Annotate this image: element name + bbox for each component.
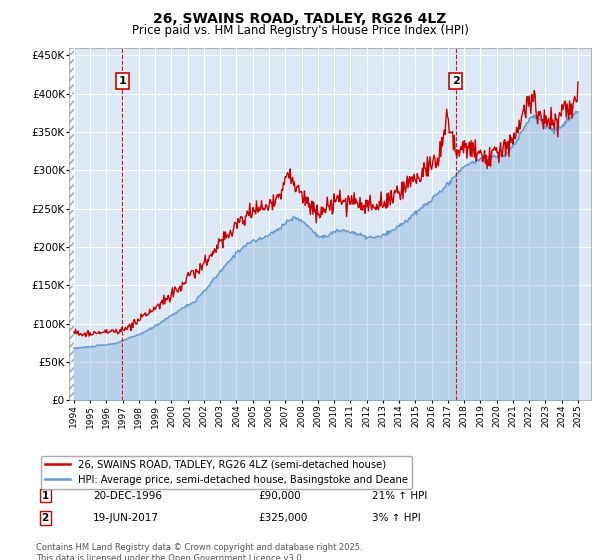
- Legend: 26, SWAINS ROAD, TADLEY, RG26 4LZ (semi-detached house), HPI: Average price, sem: 26, SWAINS ROAD, TADLEY, RG26 4LZ (semi-…: [41, 456, 412, 489]
- Text: 19-JUN-2017: 19-JUN-2017: [93, 513, 159, 523]
- Text: 1: 1: [41, 491, 49, 501]
- Text: 21% ↑ HPI: 21% ↑ HPI: [372, 491, 427, 501]
- Text: 20-DEC-1996: 20-DEC-1996: [93, 491, 162, 501]
- Text: Price paid vs. HM Land Registry's House Price Index (HPI): Price paid vs. HM Land Registry's House …: [131, 24, 469, 36]
- Text: 26, SWAINS ROAD, TADLEY, RG26 4LZ: 26, SWAINS ROAD, TADLEY, RG26 4LZ: [154, 12, 446, 26]
- Text: 1: 1: [118, 76, 126, 86]
- Text: £90,000: £90,000: [258, 491, 301, 501]
- Bar: [69, 48, 74, 400]
- Text: 2: 2: [452, 76, 460, 86]
- Text: 2: 2: [41, 513, 49, 523]
- Text: 3% ↑ HPI: 3% ↑ HPI: [372, 513, 421, 523]
- Text: Contains HM Land Registry data © Crown copyright and database right 2025.
This d: Contains HM Land Registry data © Crown c…: [36, 543, 362, 560]
- Bar: [69, 48, 74, 400]
- Text: £325,000: £325,000: [258, 513, 307, 523]
